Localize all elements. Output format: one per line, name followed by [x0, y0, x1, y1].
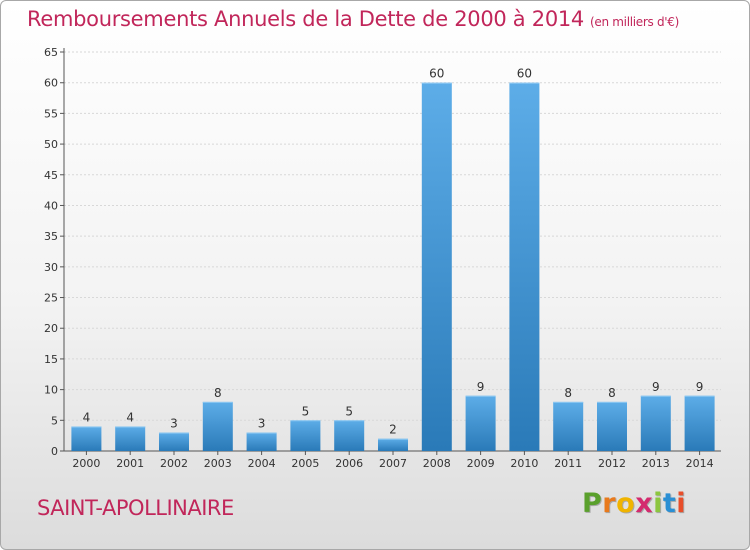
data-label-2002: 3 [170, 417, 178, 431]
logo-letter: i [653, 488, 663, 519]
bars [71, 82, 715, 451]
bar-2007 [378, 438, 408, 451]
logo-letter: i [676, 488, 687, 519]
bar-2000 [71, 426, 102, 451]
y-tick-label: 20 [44, 322, 58, 335]
y-tick-label: 40 [44, 199, 58, 212]
x-tick-label-2010: 2010 [510, 457, 538, 470]
chart-unit: (en milliers d'€) [590, 15, 680, 29]
bar-2011 [553, 401, 584, 451]
y-tick-label: 10 [44, 384, 58, 397]
y-tick-label: 5 [51, 414, 58, 427]
x-tick-label-2009: 2009 [467, 457, 495, 470]
x-tick-label-2008: 2008 [423, 457, 451, 470]
commune-name: SAINT-APOLLINAIRE [37, 496, 234, 520]
grid-lines [64, 51, 721, 421]
bar-2012 [597, 401, 627, 451]
x-tick-label-2004: 2004 [248, 457, 276, 470]
data-labels: 4 4 3 8 3 5 5 2 60 9 60 8 8 9 9 [83, 67, 704, 437]
x-tick-label-2012: 2012 [598, 457, 626, 470]
data-label-2008: 60 [429, 67, 444, 81]
y-tick-label: 15 [44, 353, 58, 366]
data-label-2010: 60 [517, 67, 532, 81]
x-tick-label-2007: 2007 [379, 457, 407, 470]
logo-letter: r [602, 488, 617, 519]
x-tick-label-2001: 2001 [116, 457, 144, 470]
y-tick-label: 65 [44, 46, 58, 59]
x-tick-label-2013: 2013 [642, 457, 670, 470]
bar-2008 [421, 82, 452, 451]
logo-letter: o [616, 488, 636, 519]
data-label-2012: 8 [608, 386, 616, 400]
x-tick-label-2002: 2002 [160, 457, 188, 470]
x-tick-label-2014: 2014 [686, 457, 714, 470]
y-tick-label: 60 [44, 77, 58, 90]
data-label-2003: 8 [214, 386, 222, 400]
y-tick-label: 55 [44, 107, 58, 120]
y-tick-label: 50 [44, 138, 58, 151]
bar-2009 [465, 395, 496, 451]
data-label-2013: 9 [652, 380, 660, 394]
bar-2004 [246, 432, 277, 451]
bar-2001 [115, 426, 146, 451]
bar-2005 [290, 420, 321, 451]
bar-2010 [509, 82, 540, 451]
bar-2003 [202, 401, 233, 451]
y-tick-label: 35 [44, 230, 58, 243]
bar-2014 [684, 395, 715, 451]
chart-title: Remboursements Annuels de la Dette de 20… [27, 7, 679, 31]
data-label-2009: 9 [477, 380, 485, 394]
x-tick-label-2000: 2000 [72, 457, 100, 470]
data-label-2005: 5 [302, 404, 310, 418]
x-tick-label-2011: 2011 [554, 457, 582, 470]
bar-2006 [334, 420, 365, 451]
data-label-2004: 3 [258, 417, 266, 431]
logo-letter: P [582, 488, 603, 519]
x-tick-label-2003: 2003 [204, 457, 232, 470]
data-label-2006: 5 [345, 404, 353, 418]
logo-letter: t [662, 488, 677, 519]
x-tick-label-2006: 2006 [335, 457, 363, 470]
y-tick-label: 45 [44, 169, 58, 182]
y-tick-label: 0 [51, 445, 58, 458]
y-tick-label: 30 [44, 261, 58, 274]
chart-title-text: Remboursements Annuels de la Dette de 20… [27, 7, 584, 31]
bar-2002 [159, 432, 189, 451]
data-label-2000: 4 [83, 410, 91, 424]
data-label-2014: 9 [696, 380, 704, 394]
proxiti-logo: Proxiti [582, 488, 686, 519]
data-label-2001: 4 [126, 410, 134, 424]
bar-2013 [640, 395, 671, 451]
axes [60, 48, 721, 455]
y-tick-label: 25 [44, 292, 58, 305]
data-label-2007: 2 [389, 423, 397, 437]
x-tick-label-2005: 2005 [291, 457, 319, 470]
data-label-2011: 8 [564, 386, 572, 400]
logo-letter: x [635, 488, 654, 519]
